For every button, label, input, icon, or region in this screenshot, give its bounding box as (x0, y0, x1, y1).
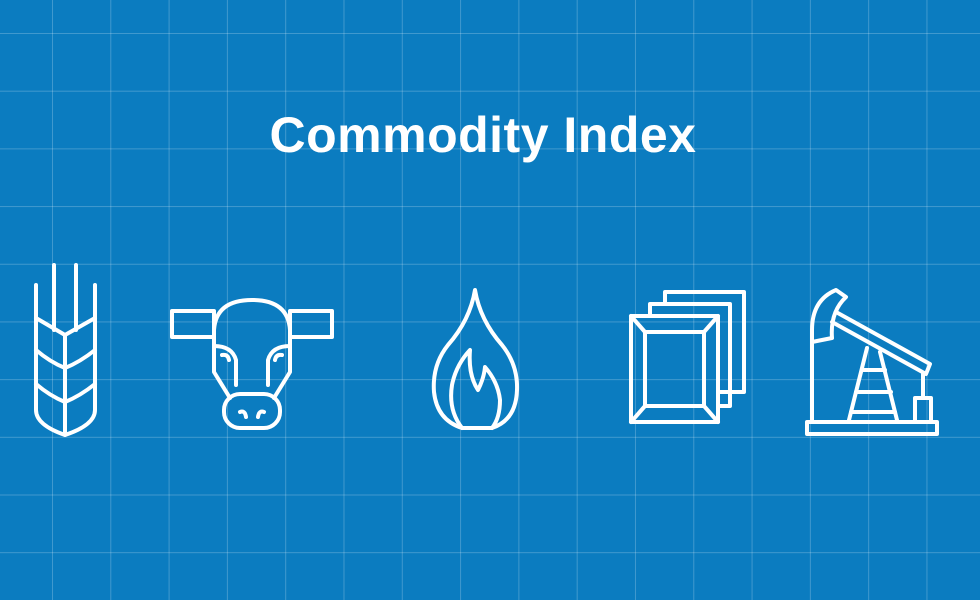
cow-icon (170, 298, 334, 430)
page-title: Commodity Index (269, 107, 697, 163)
oil-pump-icon (805, 288, 939, 436)
wheat-icon (34, 263, 97, 437)
flame-icon (431, 288, 520, 430)
gold-bars-icon (629, 290, 746, 424)
